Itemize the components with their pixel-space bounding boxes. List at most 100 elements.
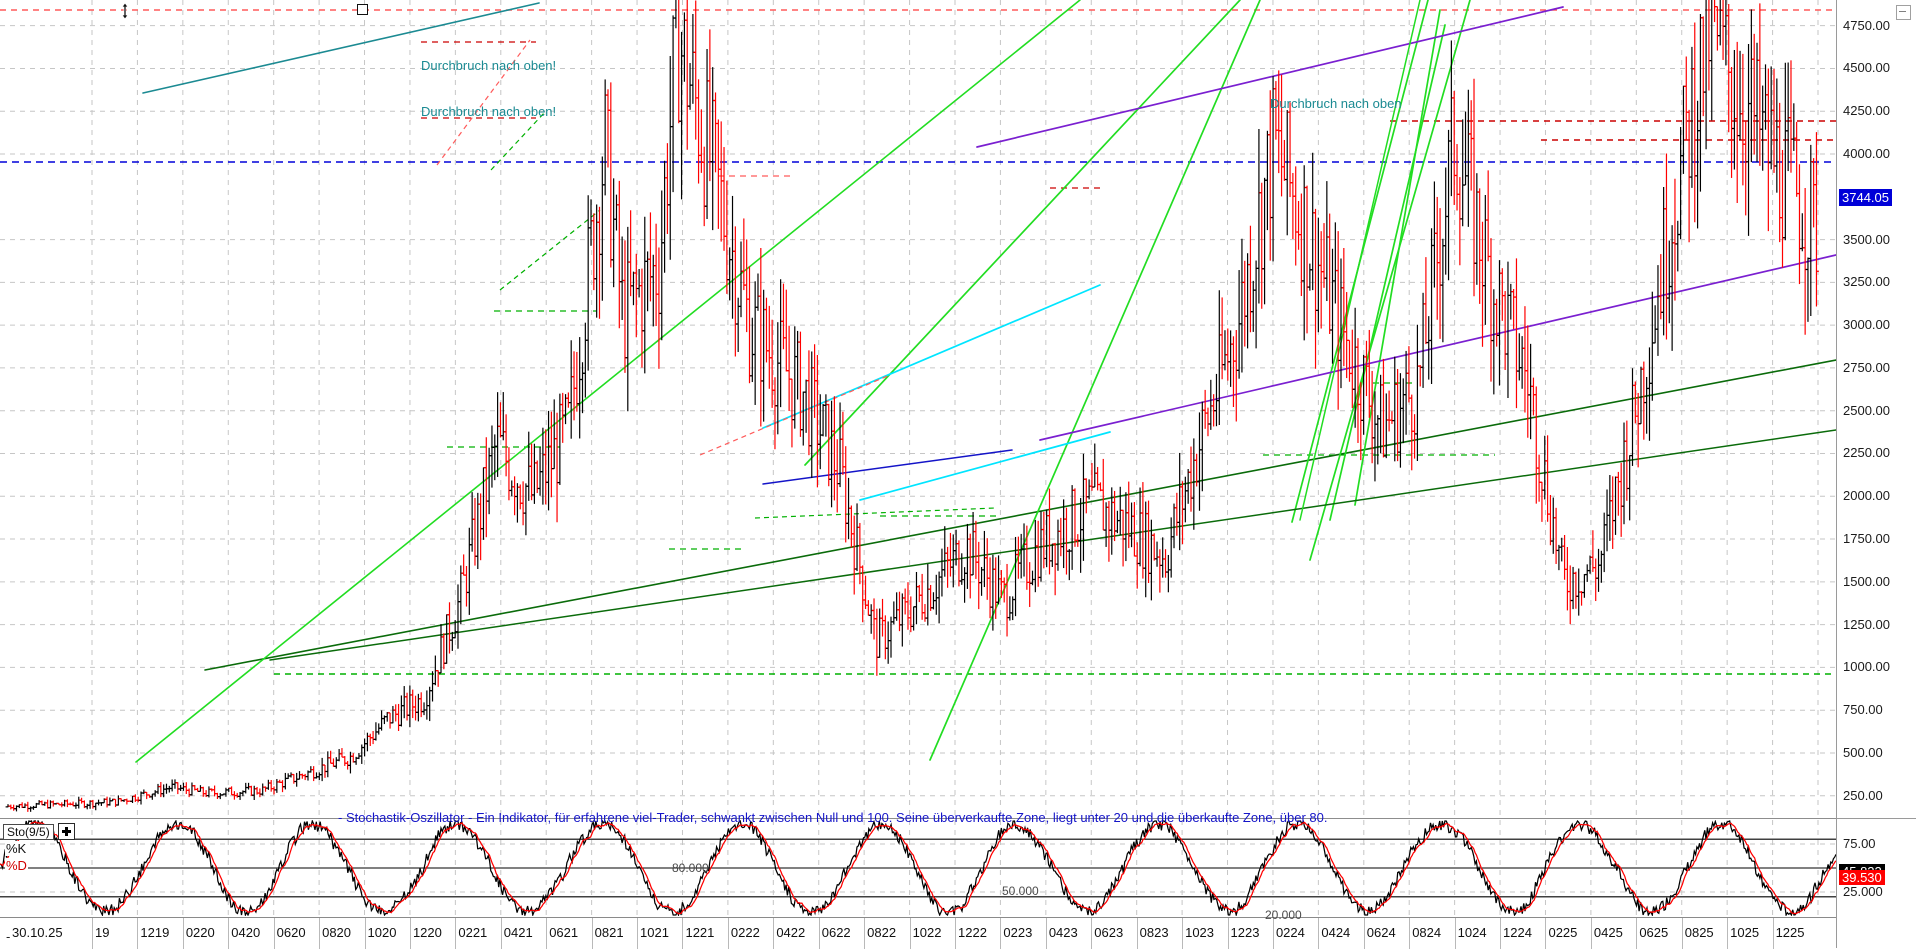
date-label: 1022 xyxy=(912,925,942,940)
date-label: 0621 xyxy=(549,925,579,940)
price-tick: 1000.00 xyxy=(1843,659,1890,675)
date-separator xyxy=(864,918,866,949)
indicator-header[interactable]: Sto(9/5) xyxy=(3,823,75,840)
scale-divider xyxy=(1837,818,1916,819)
oscillator-level-label: 80.000 xyxy=(672,861,709,875)
date-label: 1023 xyxy=(1185,925,1215,940)
date-label: 0425 xyxy=(1593,925,1623,940)
date-label: 1223 xyxy=(1230,925,1260,940)
date-separator xyxy=(1136,918,1138,949)
oscillator-levels xyxy=(0,838,1836,898)
date-separator xyxy=(1454,918,1456,949)
date-separator xyxy=(1545,918,1547,949)
date-separator xyxy=(364,918,366,949)
date-label: 0221 xyxy=(458,925,488,940)
chart-annotation[interactable]: Durchbruch nach oben xyxy=(1270,96,1402,111)
date-separator xyxy=(1091,918,1093,949)
date-separator xyxy=(228,918,230,949)
oscillator-level-label: 50.000 xyxy=(1002,884,1039,898)
level-lines[interactable] xyxy=(0,9,1836,675)
date-label: 1025 xyxy=(1730,925,1760,940)
price-tick: 1500.00 xyxy=(1843,573,1890,589)
price-tick: 3250.00 xyxy=(1843,274,1890,290)
date-separator xyxy=(773,918,775,949)
trendlines[interactable] xyxy=(135,0,1836,763)
ohlc-bars[interactable] xyxy=(5,0,1819,812)
date-label: 0222 xyxy=(730,925,760,940)
date-separator xyxy=(1681,918,1683,949)
date-label: 0825 xyxy=(1684,925,1714,940)
date-label: 1021 xyxy=(640,925,669,940)
drawing-handle[interactable] xyxy=(357,4,368,15)
date-separator xyxy=(909,918,911,949)
k-line xyxy=(0,820,1836,916)
oscillator-tick: 75.00 xyxy=(1843,836,1876,851)
date-label: 0420 xyxy=(231,925,261,940)
date-label: 0625 xyxy=(1639,925,1669,940)
date-separator xyxy=(182,918,184,949)
date-separator xyxy=(1045,918,1047,949)
date-label: 1224 xyxy=(1503,925,1532,940)
date-label: 1220 xyxy=(412,925,442,940)
date-separator xyxy=(1000,918,1002,949)
price-tick: 3500.00 xyxy=(1843,231,1890,247)
stochastic-pane[interactable] xyxy=(0,820,1836,916)
indicator-name: Sto(9/5) xyxy=(3,823,54,840)
price-tick: 4500.00 xyxy=(1843,60,1890,76)
date-separator xyxy=(455,918,457,949)
collapse-button[interactable] xyxy=(1896,5,1911,20)
date-label: 0620 xyxy=(276,925,306,940)
date-label: 1219 xyxy=(140,925,170,940)
date-label: 0224 xyxy=(1275,925,1305,940)
date-separator xyxy=(92,918,93,949)
date-separator xyxy=(500,918,502,949)
price-tick: 4250.00 xyxy=(1843,103,1890,119)
d-value-tag[interactable]: 39.530 xyxy=(1839,870,1885,886)
oscillator-tick: 25.000 xyxy=(1843,884,1883,899)
price-chart-pane[interactable] xyxy=(0,0,1836,818)
date-label: 0622 xyxy=(821,925,851,940)
date-separator xyxy=(818,918,820,949)
chart-annotation[interactable]: - Stochastik-Oszillator - Ein Indikator,… xyxy=(338,810,1328,825)
price-tick: 4750.00 xyxy=(1843,17,1890,33)
date-separator xyxy=(409,918,411,949)
grid xyxy=(0,0,1836,818)
date-label: 0820 xyxy=(322,925,352,940)
price-tick: 250.00 xyxy=(1843,787,1883,803)
oscillator-level-label: 20.000 xyxy=(1265,908,1302,922)
date-separator xyxy=(546,918,548,949)
date-separator xyxy=(1363,918,1365,949)
price-scale[interactable]: 4750.00 4500.00 4250.00 4000.00 3500.00 3250.… xyxy=(1836,0,1916,948)
price-tick: 4000.00 xyxy=(1843,146,1890,162)
plus-icon[interactable] xyxy=(57,823,75,840)
date-separator xyxy=(1409,918,1411,949)
d-line xyxy=(0,820,1836,915)
date-label: 0822 xyxy=(867,925,897,940)
chart-annotation[interactable]: Durchbruch nach oben! xyxy=(421,58,557,73)
date-axis[interactable]: 30.10.25 19 1219 0220 0420 0620 0820 1020 1220 02… xyxy=(0,917,1836,949)
date-separator xyxy=(1727,918,1729,949)
date-separator xyxy=(1772,918,1774,949)
price-tick: 500.00 xyxy=(1843,744,1883,760)
price-tick: 2250.00 xyxy=(1843,445,1890,461)
date-separator xyxy=(1182,918,1184,949)
series-label-d: %D xyxy=(5,858,28,873)
price-tick: 3000.00 xyxy=(1843,317,1890,333)
date-label: 0421 xyxy=(503,925,533,940)
vertical-resize-cursor-icon xyxy=(121,2,129,20)
chart-annotation[interactable]: Durchbruch nach oben! xyxy=(421,104,557,119)
date-label: 0424 xyxy=(1321,925,1351,940)
date-separator xyxy=(1227,918,1229,949)
price-tick: 1250.00 xyxy=(1843,616,1890,632)
date-separator xyxy=(1272,918,1274,949)
date-separator xyxy=(682,918,684,949)
date-label: 0223 xyxy=(1003,925,1033,940)
date-separator xyxy=(273,918,275,949)
date-separator xyxy=(727,918,729,949)
date-label: 19 xyxy=(95,925,110,940)
date-separator xyxy=(1636,918,1638,949)
date-label: 0824 xyxy=(1412,925,1442,940)
last-price-tag[interactable]: 3744.05 xyxy=(1839,188,1892,206)
date-label: 1225 xyxy=(1775,925,1805,940)
